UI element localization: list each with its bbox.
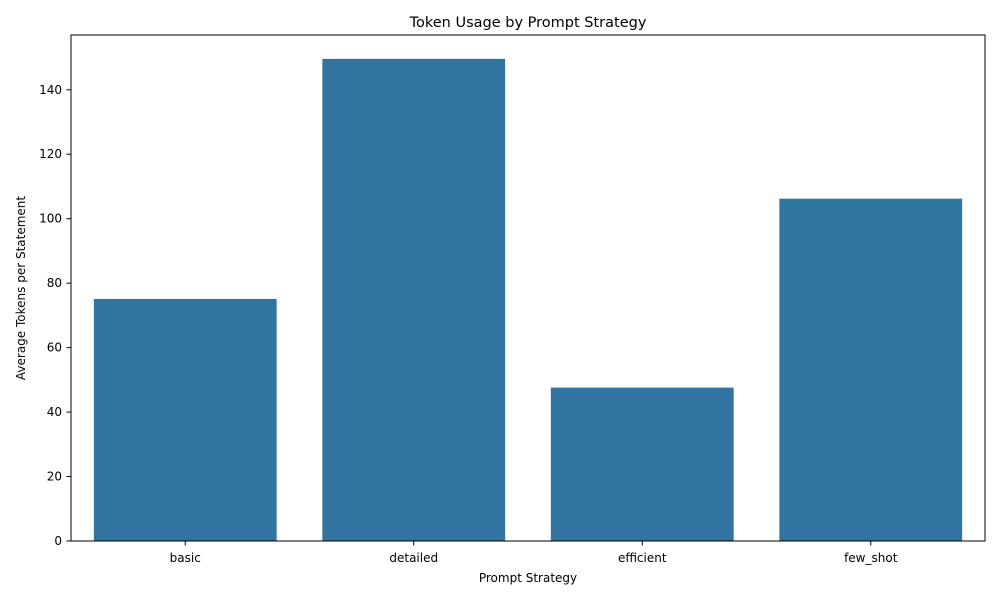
y-tick-label-60: 60: [47, 341, 62, 355]
y-tick-label-40: 40: [47, 405, 62, 419]
bar-few_shot: [779, 198, 963, 541]
y-tick-label-0: 0: [54, 534, 62, 548]
bar-basic: [93, 298, 277, 541]
x-tick-label-detailed: detailed: [389, 551, 438, 565]
y-tick-label-120: 120: [39, 147, 62, 161]
y-axis-label: Average Tokens per Statement: [14, 196, 28, 380]
x-tick-label-basic: basic: [170, 551, 201, 565]
x-tick-label-few_shot: few_shot: [844, 551, 898, 565]
bar-efficient: [550, 387, 734, 541]
x-tick-label-efficient: efficient: [618, 551, 667, 565]
bars-group: [93, 58, 963, 542]
y-axis-ticks: 0 20 40 60 80 100 120 140: [39, 83, 71, 548]
y-tick-label-80: 80: [47, 276, 62, 290]
x-axis-label: Prompt Strategy: [479, 571, 577, 585]
x-axis-ticks: basic detailed efficient few_shot: [170, 541, 898, 565]
plot-frame: [70, 34, 986, 542]
bar-detailed: [322, 58, 506, 542]
chart-title: Token Usage by Prompt Strategy: [409, 15, 647, 31]
y-tick-label-20: 20: [47, 470, 62, 484]
y-tick-label-100: 100: [39, 212, 62, 226]
y-tick-label-140: 140: [39, 83, 62, 97]
